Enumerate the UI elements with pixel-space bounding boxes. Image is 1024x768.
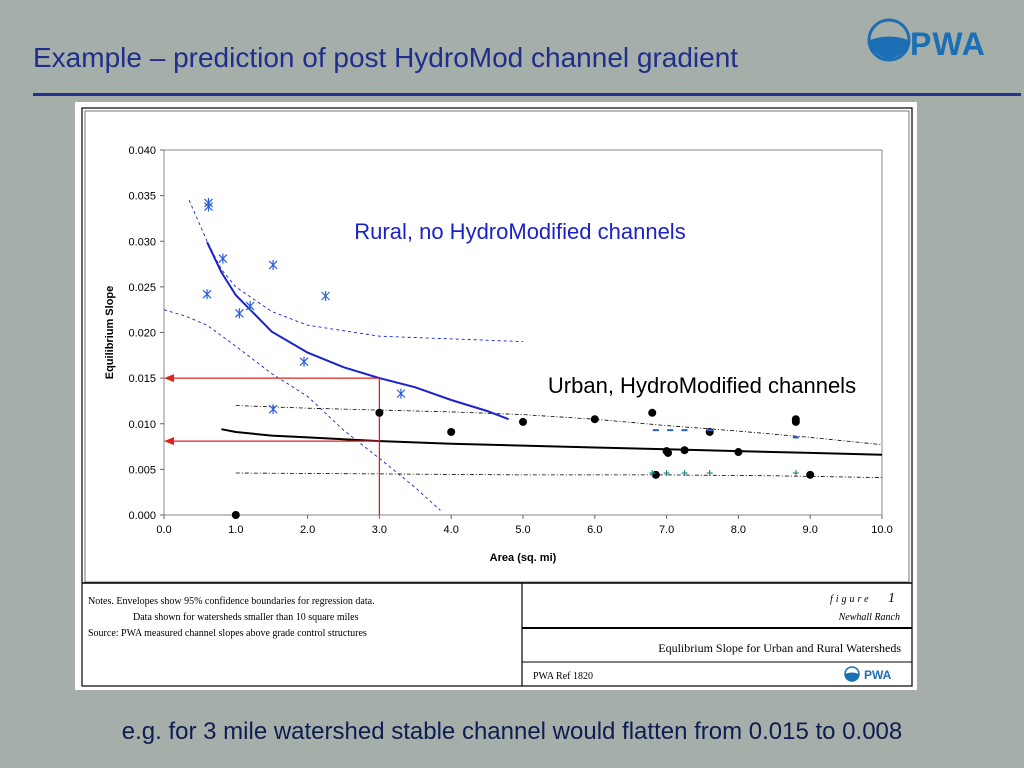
title-rule	[33, 93, 1021, 96]
pwa-logo	[867, 18, 911, 62]
reading-arrow-rural-head	[164, 374, 174, 383]
figure-panel: 0.0 1.0 2.0 3.0 4.0 5.0 6.0 7.0 8.0 9.0 10.0 0.000 0…	[75, 102, 917, 690]
urban-annotation: Urban, HydroModified channels	[548, 373, 856, 398]
x-tick-label: 1.0	[228, 524, 243, 536]
y-tick-label: 0.000	[128, 510, 156, 522]
urban-point	[734, 448, 743, 457]
y-tick-label: 0.010	[128, 419, 156, 431]
y-tick-label: 0.040	[128, 145, 156, 157]
rural-point	[299, 356, 309, 367]
notes-line-2: Data shown for watersheds smaller than 1…	[133, 612, 359, 623]
rural-point	[268, 259, 278, 270]
rural-point	[202, 289, 212, 300]
rural-fit-line	[206, 241, 509, 421]
figure-number: 1	[888, 591, 895, 606]
x-tick-label: 6.0	[587, 524, 602, 536]
rural-point	[234, 308, 244, 319]
y-tick-label: 0.015	[128, 373, 156, 385]
urban-lower-point	[681, 470, 688, 477]
y-tick-label: 0.005	[128, 464, 156, 476]
figure-svg: 0.0 1.0 2.0 3.0 4.0 5.0 6.0 7.0 8.0 9.0 10.0 0.000 0…	[81, 107, 913, 687]
x-tick-label: 9.0	[803, 524, 818, 536]
y-tick-label: 0.030	[128, 236, 156, 248]
figure-title: Equlibrium Slope for Urban and Rural Wat…	[658, 641, 901, 655]
urban-point	[791, 417, 800, 426]
urban-point	[806, 470, 815, 479]
rural-point	[396, 388, 406, 399]
urban-point	[648, 408, 657, 417]
urban-point	[231, 511, 240, 519]
urban-lower-ci	[235, 472, 883, 478]
outer-frame	[81, 107, 913, 687]
rural-annotation: Rural, no HydroModified channels	[354, 219, 685, 244]
x-tick-label: 8.0	[731, 524, 746, 536]
urban-point	[519, 417, 527, 426]
x-tick-label: 2.0	[300, 524, 315, 536]
x-tick-label: 10.0	[871, 524, 892, 536]
mini-logo-text: PWA	[864, 668, 892, 682]
rural-point	[218, 253, 228, 264]
ref-number: PWA Ref 1820	[533, 671, 593, 682]
project-name: Newhall Ranch	[838, 612, 900, 623]
urban-point	[590, 415, 599, 424]
x-tick-label: 3.0	[372, 524, 387, 536]
rural-point	[268, 404, 278, 415]
reading-arrow-urban-head	[164, 437, 174, 446]
rural-point	[204, 201, 213, 212]
y-axis-label: Equilibrium Slope	[104, 286, 116, 380]
x-tick-label: 4.0	[444, 524, 459, 536]
figure-word: figure	[830, 594, 872, 605]
rural-lower-ci	[163, 309, 441, 511]
notes-line-1: Notes. Envelopes show 95% confidence bou…	[88, 596, 375, 607]
x-tick-label: 0.0	[156, 524, 171, 536]
urban-point	[664, 448, 673, 457]
urban-point	[651, 470, 660, 479]
pwa-logo-icon	[867, 18, 911, 62]
inner-frame	[84, 110, 910, 583]
urban-lower-point	[663, 470, 670, 477]
x-tick-label: 7.0	[659, 524, 674, 536]
logo-text: PWA	[910, 26, 986, 62]
y-tick-label: 0.020	[128, 328, 156, 340]
urban-point	[680, 446, 689, 455]
y-tick-label: 0.025	[128, 282, 156, 294]
rural-point	[321, 291, 330, 301]
urban-point	[447, 427, 456, 436]
x-tick-label: 5.0	[515, 524, 530, 536]
urban-lower-point	[792, 470, 799, 477]
urban-point	[375, 408, 384, 417]
notes-line-3: Source: PWA measured channel slopes abov…	[88, 628, 367, 639]
slide-caption: e.g. for 3 mile watershed stable channel…	[121, 718, 903, 745]
mini-logo: PWA	[844, 666, 892, 682]
plot-area: 0.0 1.0 2.0 3.0 4.0 5.0 6.0 7.0 8.0 9.0 10.0 0.000 0…	[104, 145, 893, 564]
rural-point	[245, 301, 255, 312]
urban-fit-line	[221, 428, 883, 456]
urban-lower-point	[706, 470, 713, 477]
urban-lower-point	[649, 470, 656, 477]
x-axis-label: Area (sq. mi)	[490, 552, 557, 564]
slide-title: Example – prediction of post HydroMod ch…	[33, 42, 739, 73]
y-tick-label: 0.035	[128, 191, 156, 203]
